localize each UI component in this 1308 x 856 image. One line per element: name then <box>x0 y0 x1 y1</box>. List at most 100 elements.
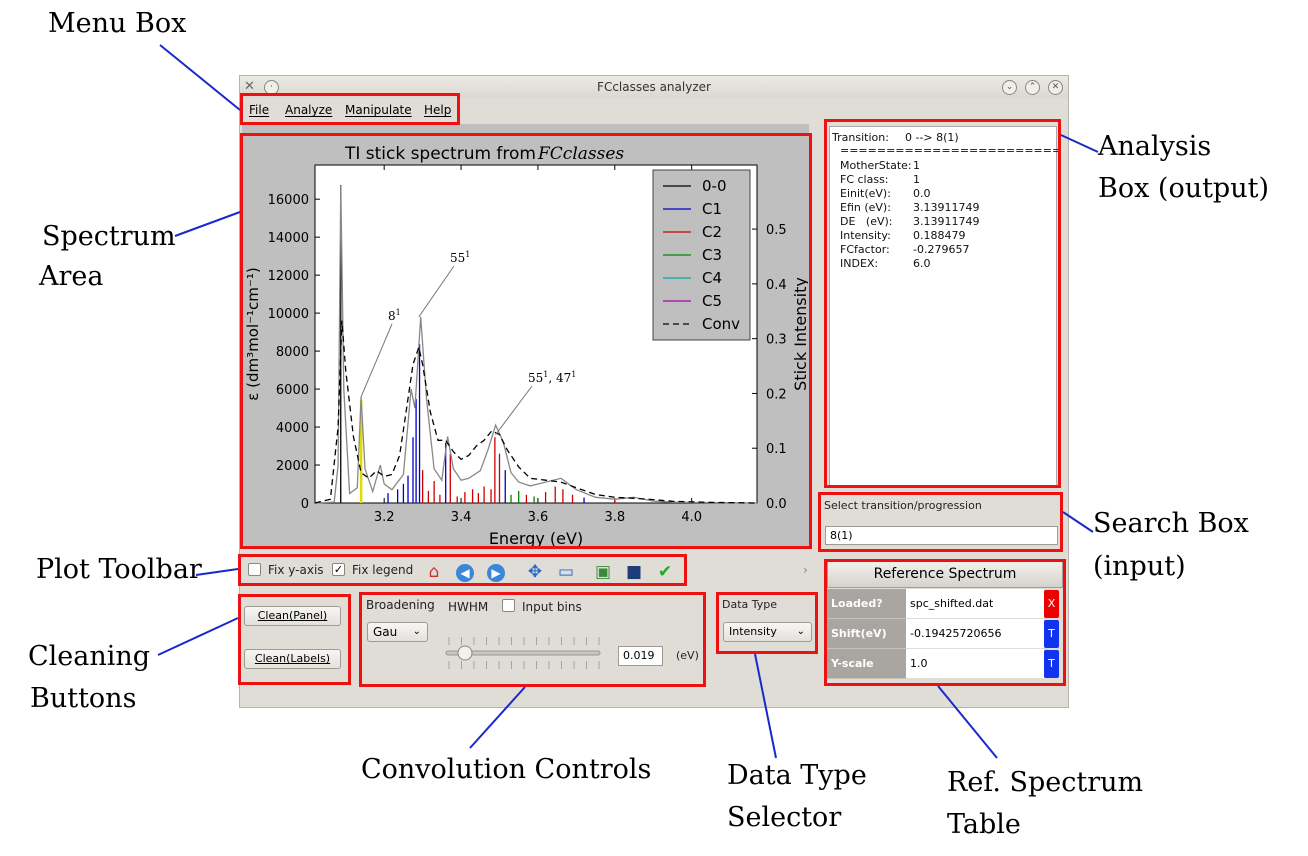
annotation-cleaning-line1: Cleaning <box>28 641 151 672</box>
menu-analyze[interactable]: Analyze <box>285 103 333 117</box>
annotation-search-line2: (input) <box>1093 551 1186 582</box>
annotation-cleaning-line2: Buttons <box>30 683 137 714</box>
menu-manipulate[interactable]: Manipulate <box>345 103 412 117</box>
x-tick-label: 3.6 <box>528 510 549 525</box>
save-icon[interactable]: ■ <box>625 562 643 582</box>
configure-subplots-icon[interactable]: ▣ <box>594 562 612 582</box>
annotation-ref-line1: Ref. Spectrum <box>947 767 1144 798</box>
ref-row-value[interactable]: -0.19425720656 <box>906 619 1044 649</box>
x-axis-label: Energy (eV) <box>489 529 583 548</box>
annotation-datatype-line2: Selector <box>727 802 842 833</box>
fix-legend-checkbox[interactable]: ✓ <box>332 563 345 576</box>
y-axis-label: ε (dm³mol⁻¹cm⁻¹) <box>244 267 262 400</box>
app-icon: ✕ <box>244 79 255 94</box>
y2-tick-label: 0.5 <box>766 223 787 238</box>
legend-entry: C1 <box>702 200 722 218</box>
analysis-separator: ======================== <box>840 144 1062 157</box>
annotation-convolution: Convolution Controls <box>361 754 652 785</box>
slider-track <box>445 650 601 656</box>
x-tick-label: 3.4 <box>451 510 472 525</box>
leader-cleaning <box>157 617 239 656</box>
fix-legend-label: Fix legend <box>352 563 414 577</box>
annotation-label: 551, 471 <box>528 370 576 385</box>
menu-file[interactable]: File <box>249 103 270 117</box>
home-icon[interactable]: ⌂ <box>428 562 440 582</box>
slider-handle[interactable] <box>457 645 473 661</box>
clean-labels-button[interactable]: Clean(Labels) <box>244 649 341 669</box>
legend-entry: Conv <box>702 315 740 333</box>
conv-curve <box>314 320 758 504</box>
ref-spectrum-table: Reference Spectrum Loaded? spc_shifted.da… <box>827 561 1063 681</box>
hwhm-input[interactable]: 0.019 <box>618 646 663 666</box>
broadening-select-value: Gau <box>373 625 398 639</box>
annotation-menu-box: Menu Box <box>48 8 187 39</box>
x-tick-label: 3.2 <box>374 510 395 525</box>
annotation-datatype-line1: Data Type <box>727 760 867 791</box>
annotation-arrow <box>360 323 393 397</box>
ref-clear-button[interactable]: X <box>1044 590 1059 618</box>
chart-title: TI stick spectrum from <box>344 144 536 164</box>
clean-panel-button[interactable]: Clean(Panel) <box>244 606 341 626</box>
ref-row-value[interactable]: spc_shifted.dat <box>906 589 1044 619</box>
ref-row-header: Shift(eV) <box>827 619 906 649</box>
ref-row-value[interactable]: 1.0 <box>906 649 1044 679</box>
menu-help[interactable]: Help <box>424 103 452 117</box>
broadening-label: Broadening <box>366 598 435 612</box>
annotation-arrow <box>418 265 455 318</box>
x-tick-label: 4.0 <box>681 510 702 525</box>
analysis-row: FC class: 1 <box>840 173 920 186</box>
annotation-analysis-line1: Analysis <box>1098 131 1212 162</box>
y2-tick-label: 0.1 <box>766 442 787 457</box>
y-tick-label: 8000 <box>276 345 309 360</box>
annotation-ref-line2: Table <box>947 809 1021 840</box>
annotation-search-line1: Search Box <box>1093 508 1249 539</box>
search-label: Select transition/progression <box>824 499 982 512</box>
annotation-spectrum-area-line2: Area <box>39 261 104 292</box>
analysis-row: DE (eV): 3.13911749 <box>840 215 980 228</box>
back-icon[interactable]: ◀ <box>454 561 476 583</box>
broadening-select[interactable]: Gau ⌄ <box>367 622 428 642</box>
forward-icon[interactable]: ▶ <box>485 561 507 583</box>
maximize-icon[interactable]: ⌃ <box>1025 80 1040 95</box>
analysis-box[interactable]: Transition: 0 --> 8(1) ==================… <box>829 126 1061 486</box>
zoom-icon[interactable]: ▭ <box>557 562 575 582</box>
y2-tick-label: 0.3 <box>766 333 787 348</box>
close-icon[interactable]: ✕ <box>1048 80 1063 95</box>
data-type-select-value: Intensity <box>729 625 777 638</box>
leader-spectrum-area <box>174 211 241 237</box>
pan-icon[interactable]: ✥ <box>527 562 543 582</box>
legend-entry: C4 <box>702 269 722 287</box>
ref-row-header: Loaded? <box>827 589 906 619</box>
fix-y-axis-label: Fix y-axis <box>268 563 324 577</box>
chevron-down-icon: ⌄ <box>412 626 421 637</box>
chevron-down-icon: ⌄ <box>796 626 805 637</box>
y-tick-label: 4000 <box>276 421 309 436</box>
ref-transform-button[interactable]: T <box>1044 620 1059 648</box>
checkmark-icon[interactable]: ✔ <box>657 562 673 582</box>
ref-spectrum-header: Reference Spectrum <box>827 561 1063 588</box>
input-bins-checkbox[interactable] <box>502 599 515 612</box>
fix-y-axis-checkbox[interactable] <box>248 563 261 576</box>
analysis-transition: Transition: 0 --> 8(1) <box>832 131 959 144</box>
search-input[interactable]: 8(1) <box>825 526 1058 545</box>
spectrum-chart[interactable]: TI stick spectrum from FCclasses 3.2 3.4 3… <box>242 124 808 549</box>
annotation-plot-toolbar: Plot Toolbar <box>36 554 202 585</box>
menu-bar: File Analyze Manipulate Help <box>240 98 1068 122</box>
right-panel-separator <box>812 124 820 564</box>
y-tick-label: 10000 <box>268 307 309 322</box>
toolbar-overflow-arrow[interactable]: › <box>803 563 808 577</box>
annotation-spectrum-area-line1: Spectrum <box>42 221 176 252</box>
y-tick-label: 6000 <box>276 383 309 398</box>
y-tick-label: 0 <box>301 497 309 512</box>
data-type-select[interactable]: Intensity ⌄ <box>723 622 812 642</box>
analysis-row: Intensity: 0.188479 <box>840 229 966 242</box>
ref-transform-button[interactable]: T <box>1044 650 1059 678</box>
title-bar[interactable]: ✕ · FCclasses analyzer ⌄ ⌃ ✕ <box>240 76 1068 98</box>
hwhm-slider[interactable] <box>444 633 604 677</box>
y-tick-label: 14000 <box>268 231 309 246</box>
analysis-row: MotherState:1 <box>840 159 920 172</box>
leader-plot-toolbar <box>195 568 239 576</box>
window-title: FCclasses analyzer <box>597 80 711 94</box>
minimize-icon[interactable]: ⌄ <box>1002 80 1017 95</box>
hwhm-unit: (eV) <box>676 649 699 662</box>
